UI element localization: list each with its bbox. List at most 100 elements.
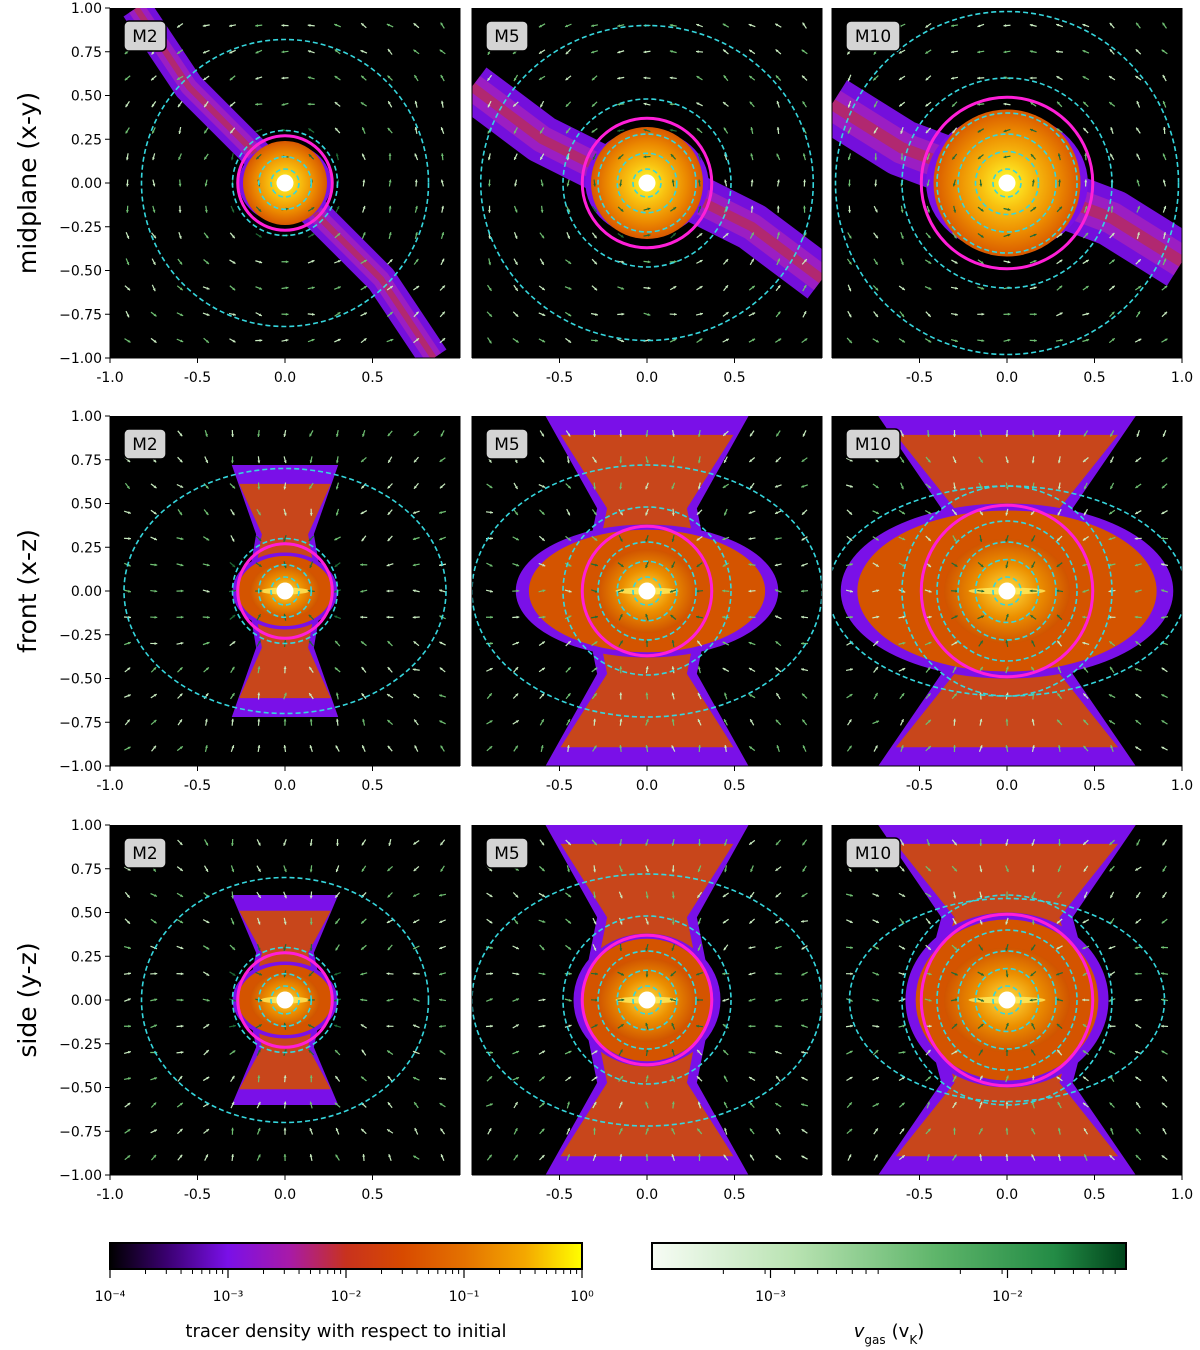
model-badge: M10 xyxy=(845,20,901,52)
density-contours xyxy=(479,24,815,342)
y-tick-label: 1.00 xyxy=(71,409,102,425)
model-badge: M5 xyxy=(485,20,529,52)
y-tick-label: 0.25 xyxy=(71,949,102,965)
y-tick-label: 0.25 xyxy=(71,132,102,148)
x-tick-label: 0.0 xyxy=(636,778,658,794)
y-tick-label: 0.00 xyxy=(71,993,102,1009)
x-tick-label: 0.5 xyxy=(361,1187,383,1203)
roche-lobe-circle xyxy=(580,116,714,250)
x-tick-label: 0.5 xyxy=(723,370,745,386)
y-tick-label: 1.00 xyxy=(71,818,102,834)
model-label: M5 xyxy=(494,27,519,47)
x-tick-label: 0.0 xyxy=(636,1187,658,1203)
density-contours xyxy=(848,894,1166,1106)
x-tick-label: 0.5 xyxy=(723,778,745,794)
colorbar-2: 10⁻³ 10⁻² vgas (vK) xyxy=(651,1242,1127,1347)
panel-m2-row1: M2 1.00 0.75 0.50 0.25 0.00 −0.25 −0.50 −0.75 −1.… xyxy=(13,1,461,386)
y-tick-label: −1.00 xyxy=(59,351,102,367)
star-marker xyxy=(638,174,656,192)
velocity-arrows xyxy=(123,838,447,1162)
density-contours xyxy=(472,464,822,718)
model-badge: M5 xyxy=(485,837,529,869)
model-badge: M10 xyxy=(845,837,901,869)
model-label: M2 xyxy=(132,27,157,47)
y-tick-label: −0.50 xyxy=(59,672,102,688)
y-tick-label: 0.75 xyxy=(71,453,102,469)
colorbar-tick-label: 10⁰ xyxy=(570,1289,594,1305)
x-tick-label: 1.0 xyxy=(1171,1187,1193,1203)
roche-lobe-circle xyxy=(236,542,334,640)
x-tick-label: 0.0 xyxy=(996,370,1018,386)
star-marker xyxy=(998,174,1016,192)
row-label: front (x-z) xyxy=(13,529,42,653)
colorbar-tick-label: 10⁻³ xyxy=(213,1289,244,1305)
y-tick-label: −0.75 xyxy=(59,1124,102,1140)
velocity-arrows xyxy=(123,429,447,753)
y-tick-label: 0.75 xyxy=(71,45,102,61)
x-tick-label: 0.0 xyxy=(274,778,296,794)
model-label: M10 xyxy=(855,27,891,47)
x-tick-label: -0.5 xyxy=(184,1187,211,1203)
x-tick-label: -0.5 xyxy=(906,1187,933,1203)
x-tick-label: -1.0 xyxy=(96,370,123,386)
y-tick-label: 0.50 xyxy=(71,906,102,922)
y-tick-label: 1.00 xyxy=(71,1,102,17)
x-tick-label: -0.5 xyxy=(546,778,573,794)
velocity-arrows xyxy=(846,22,1168,344)
roche-lobe-circle xyxy=(236,951,334,1049)
y-tick-label: 0.50 xyxy=(71,497,102,513)
colorbar-tick-label: 10⁻⁴ xyxy=(95,1289,126,1305)
x-tick-label: 0.0 xyxy=(274,1187,296,1203)
x-tick-label: -1.0 xyxy=(96,1187,123,1203)
y-tick-label: −0.25 xyxy=(59,628,102,644)
panel-m10-row1: M10 -0.5 0.0 0.5 1.0 xyxy=(831,8,1193,386)
x-tick-label: 0.0 xyxy=(996,778,1018,794)
roche-lobe-circle xyxy=(919,503,1095,679)
x-tick-label: -0.5 xyxy=(184,370,211,386)
panel-m2-row3: M2 1.00 0.75 0.50 0.25 0.00 −0.25 −0.50 −0.75 −1.… xyxy=(13,818,461,1203)
roche-lobe-circle xyxy=(919,95,1095,271)
colorbar-gradient xyxy=(651,1242,1127,1270)
roche-lobe-circle xyxy=(236,134,334,232)
star-marker xyxy=(638,582,656,600)
x-tick-label: 0.0 xyxy=(996,1187,1018,1203)
model-badge: M2 xyxy=(123,837,167,869)
roche-lobe-circle xyxy=(580,524,714,658)
y-tick-label: −0.75 xyxy=(59,307,102,323)
x-tick-label: 1.0 xyxy=(1171,370,1193,386)
y-tick-label: 0.00 xyxy=(71,584,102,600)
y-tick-label: −0.50 xyxy=(59,1081,102,1097)
x-tick-label: 0.5 xyxy=(361,778,383,794)
density-contours xyxy=(832,485,1182,697)
star-marker xyxy=(276,582,294,600)
y-tick-label: −0.25 xyxy=(59,1037,102,1053)
colorbar-tick-label: 10⁻² xyxy=(992,1289,1023,1305)
density-contours xyxy=(140,38,430,328)
panel-m2-row2: M2 1.00 0.75 0.50 0.25 0.00 −0.25 −0.50 −0.75 −1.… xyxy=(13,409,461,794)
colorbar-tick-label: 10⁻³ xyxy=(755,1289,786,1305)
density-contours xyxy=(472,873,822,1127)
x-tick-label: 0.5 xyxy=(1083,778,1105,794)
x-tick-label: 0.5 xyxy=(723,1187,745,1203)
y-tick-label: −0.50 xyxy=(59,264,102,280)
panel-m5-row1: M5 -0.5 0.0 0.5 xyxy=(471,8,823,386)
model-label: M10 xyxy=(855,435,891,455)
velocity-arrows xyxy=(485,838,809,1162)
x-tick-label: 0.5 xyxy=(1083,370,1105,386)
y-tick-label: 0.00 xyxy=(71,176,102,192)
roche-lobe-circle xyxy=(919,912,1095,1088)
model-label: M2 xyxy=(132,844,157,864)
star-marker xyxy=(276,174,294,192)
density-contours xyxy=(140,876,430,1124)
y-tick-label: −1.00 xyxy=(59,759,102,775)
model-badge: M2 xyxy=(123,20,167,52)
panel-m10-row3: M10 -0.5 0.0 0.5 1.0 xyxy=(831,825,1193,1203)
y-tick-label: −1.00 xyxy=(59,1168,102,1184)
x-tick-label: 1.0 xyxy=(1171,778,1193,794)
density-contours xyxy=(123,467,447,715)
model-label: M5 xyxy=(494,435,519,455)
model-label: M5 xyxy=(494,844,519,864)
velocity-arrows xyxy=(485,429,809,753)
x-tick-label: -0.5 xyxy=(546,1187,573,1203)
